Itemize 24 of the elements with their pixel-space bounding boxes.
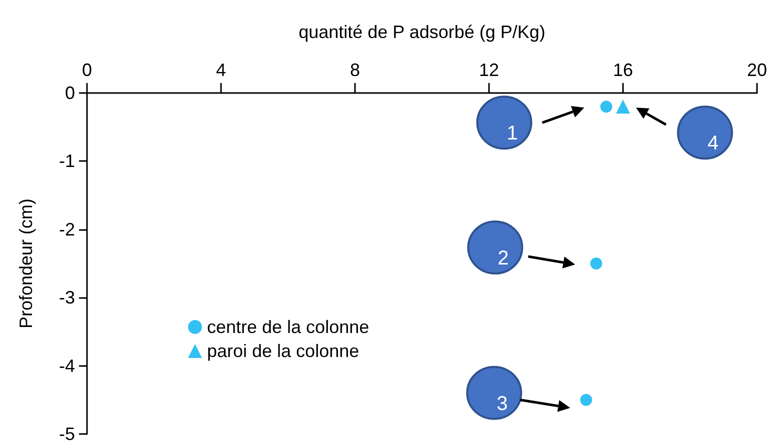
- y-axis-title: Profondeur (cm): [16, 198, 36, 329]
- point: [600, 100, 612, 113]
- y-tick-label: -3: [58, 288, 75, 308]
- point: [580, 394, 592, 406]
- point: [590, 258, 602, 270]
- annotation: 1: [506, 122, 518, 145]
- x-tick-label: 12: [478, 60, 500, 80]
- annotation: 3: [496, 392, 508, 415]
- y-tick-label: -1: [58, 151, 75, 172]
- legend-label: centre de la colonne: [207, 317, 370, 337]
- x-tick-label: 16: [612, 60, 634, 80]
- y-tick-label: 0: [64, 83, 75, 103]
- annotation: 2: [498, 248, 509, 270]
- y-tick-label: -5: [58, 424, 75, 443]
- annotation: 4: [707, 132, 719, 155]
- x-tick-label: 8: [350, 60, 360, 80]
- x-tick-label: 20: [746, 60, 768, 80]
- point: [616, 100, 630, 114]
- legend-label: paroi de la colonne: [207, 341, 360, 361]
- x-axis-title: quantité de P adsorbé (g P/Kg): [298, 22, 546, 42]
- y-tick-label: -2: [58, 219, 75, 240]
- x-tick-label: 0: [82, 60, 92, 80]
- x-tick-label: 4: [216, 60, 226, 80]
- y-tick-label: -4: [58, 356, 75, 376]
